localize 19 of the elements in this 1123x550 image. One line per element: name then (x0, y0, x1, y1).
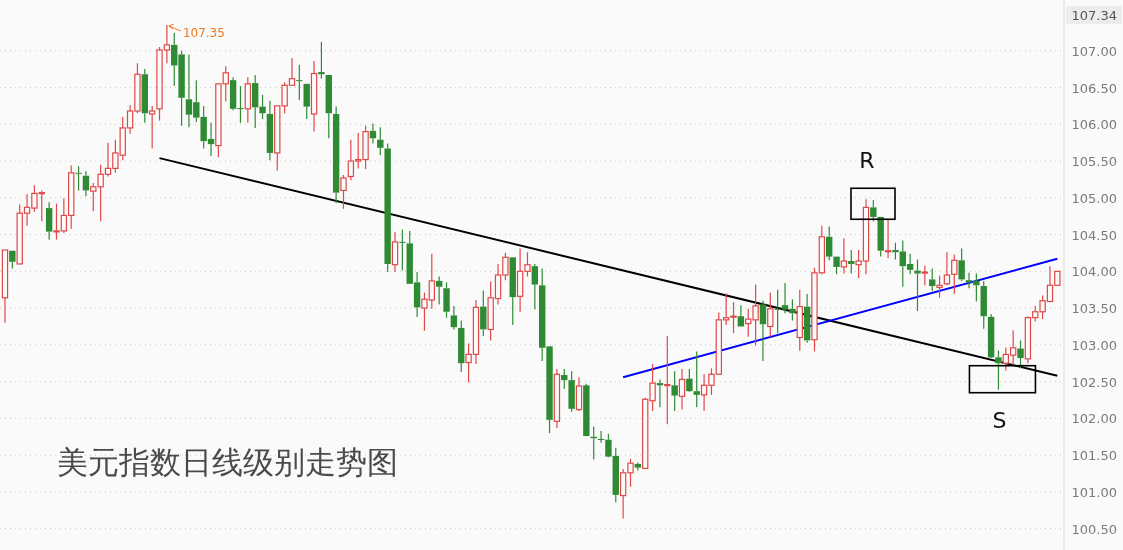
y-tick-label: 101.00 (1071, 484, 1117, 500)
y-tick-label: 104.00 (1071, 264, 1117, 280)
y-tick-label: 107.00 (1071, 43, 1117, 59)
annotation: S (992, 407, 1007, 433)
text: 美元指数日线级别走势图 (57, 444, 398, 480)
y-tick-label: 100.50 (1071, 521, 1117, 537)
text: 107.34 (1071, 8, 1117, 23)
y-tick-label: 101.50 (1071, 448, 1117, 464)
y-tick-label: 102.50 (1071, 374, 1117, 390)
y-tick-label: 103.00 (1071, 337, 1117, 353)
y-tick-label: 105.00 (1071, 190, 1117, 206)
y-tick-label: 102.00 (1071, 411, 1117, 427)
y-tick-label: 106.00 (1071, 117, 1117, 133)
y-tick-label: 105.50 (1071, 154, 1117, 170)
y-tick-label: 103.50 (1071, 301, 1117, 317)
annotation: R (859, 148, 875, 174)
y-tick-label: 104.50 (1071, 227, 1117, 243)
annotation: 107.35 (182, 26, 225, 40)
y-tick-label: 106.50 (1071, 80, 1117, 96)
